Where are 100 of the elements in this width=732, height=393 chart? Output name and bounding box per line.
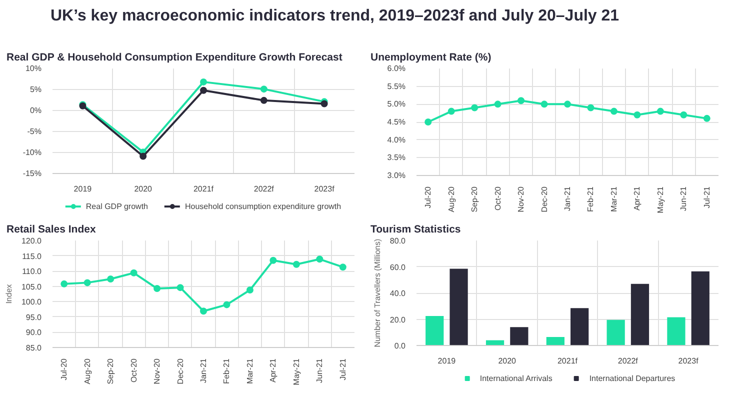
y-tick-label: 5.0%: [387, 100, 406, 109]
point: [587, 104, 594, 112]
x-tick-label: 2019: [438, 356, 456, 366]
point: [130, 269, 138, 276]
bar: [450, 268, 468, 346]
point: [680, 111, 688, 118]
point: [176, 284, 184, 292]
point: [223, 301, 230, 308]
y-axis-title: Index: [4, 284, 14, 304]
point: [564, 100, 571, 108]
y-tick-label: -15%: [22, 169, 42, 178]
point: [448, 108, 455, 115]
x-tick-label: Oct-20: [129, 358, 138, 383]
y-tick-label: 110.0: [22, 267, 42, 276]
y-tick-label: 115.0: [22, 252, 42, 261]
point: [518, 97, 525, 104]
point: [200, 78, 207, 86]
x-tick-label: 2019: [74, 184, 92, 194]
x-tick-label: Jul-20: [60, 358, 69, 380]
bar: [691, 271, 710, 346]
y-tick-label: 0.0: [394, 342, 406, 350]
x-tick-label: May-21: [292, 358, 301, 386]
legend-label: Household consumption expenditure growth: [185, 202, 342, 210]
point: [292, 260, 300, 268]
y-tick-label: 90.0: [26, 328, 42, 338]
y-tick-label: 6.0%: [387, 64, 406, 73]
bar: [546, 336, 564, 346]
chart-title: Unemployment Rate (%): [370, 52, 492, 64]
bar: [630, 284, 650, 346]
x-tick-label: 2021f: [557, 356, 578, 366]
x-tick-label: Aug-20: [446, 186, 456, 212]
point: [200, 308, 207, 315]
legend-label: International Arrivals: [480, 374, 552, 382]
point: [60, 280, 68, 288]
bar: [570, 308, 589, 346]
x-tick-label: 2021f: [193, 184, 214, 194]
point: [246, 286, 254, 294]
y-axis-title: Number of Travellers (Millions): [372, 238, 382, 348]
point: [316, 256, 324, 263]
legend-label: International Departures: [589, 374, 676, 382]
x-tick-label: Apr-21: [268, 358, 278, 383]
y-tick-label: 95.0: [26, 312, 42, 322]
x-tick-label: May-21: [656, 186, 665, 214]
x-tick-label: Nov-20: [516, 186, 526, 212]
y-tick-label: 4.5%: [387, 118, 406, 126]
chart-title: Real GDP & Household Consumption Expenditure Growth Forecast: [6, 52, 343, 64]
point: [494, 100, 502, 108]
chart-title: Retail Sales Index: [6, 224, 96, 236]
x-tick-label: Jun-21: [315, 358, 324, 383]
y-tick-label: 105.0: [21, 282, 42, 292]
y-tick-label: 4.0%: [387, 135, 406, 144]
x-tick-label: 2023f: [314, 184, 336, 194]
y-tick-label: 60.0: [390, 262, 406, 272]
x-tick-label: 2023f: [678, 356, 700, 366]
x-tick-label: Sep-20: [470, 186, 480, 212]
x-tick-label: Apr-21: [632, 186, 642, 211]
x-tick-label: Jul-21: [702, 186, 712, 208]
point: [107, 276, 114, 283]
point: [140, 152, 147, 160]
point: [270, 256, 277, 264]
chart-title: Tourism Statistics: [370, 224, 461, 236]
x-tick-label: 2020: [134, 184, 153, 194]
x-tick-label: 2022f: [618, 356, 639, 366]
x-tick-label: 2020: [498, 356, 517, 366]
point: [154, 285, 161, 292]
point: [424, 118, 432, 126]
y-tick-label: 0%: [30, 106, 42, 115]
bar: [510, 327, 528, 346]
x-tick-label: Jan-21: [199, 358, 208, 383]
y-tick-label: 3.5%: [387, 153, 406, 162]
x-tick-label: Feb-21: [586, 186, 596, 212]
x-tick-label: Jul-21: [338, 358, 348, 380]
y-tick-label: 40.0: [390, 289, 406, 298]
point: [540, 100, 548, 108]
x-tick-label: 2022f: [254, 184, 275, 194]
bar: [667, 317, 686, 346]
point: [339, 264, 346, 271]
x-tick-label: Mar-21: [245, 358, 254, 384]
point: [200, 86, 207, 94]
bar: [426, 316, 444, 346]
x-tick-label: Dec-20: [176, 358, 185, 384]
y-tick-label: 10%: [25, 64, 42, 73]
y-tick-label: 3.0%: [387, 171, 406, 180]
legend-label: Real GDP growth: [86, 202, 148, 210]
y-tick-label: -10%: [22, 148, 42, 157]
x-tick-label: Dec-20: [540, 186, 549, 212]
x-tick-label: Jan-21: [563, 186, 572, 211]
y-tick-label: 100.0: [21, 298, 42, 307]
y-tick-label: 20.0: [390, 315, 406, 324]
point: [703, 114, 710, 122]
point: [634, 111, 641, 118]
point: [84, 279, 91, 286]
x-tick-label: Mar-21: [609, 186, 618, 212]
bar: [606, 320, 625, 346]
point: [471, 104, 478, 112]
y-tick-label: 85.0: [26, 344, 42, 352]
y-tick-label: 5.5%: [387, 82, 406, 91]
y-tick-label: 5%: [30, 85, 42, 94]
y-tick-label: 120.0: [21, 236, 42, 246]
x-tick-label: Oct-20: [493, 186, 502, 211]
